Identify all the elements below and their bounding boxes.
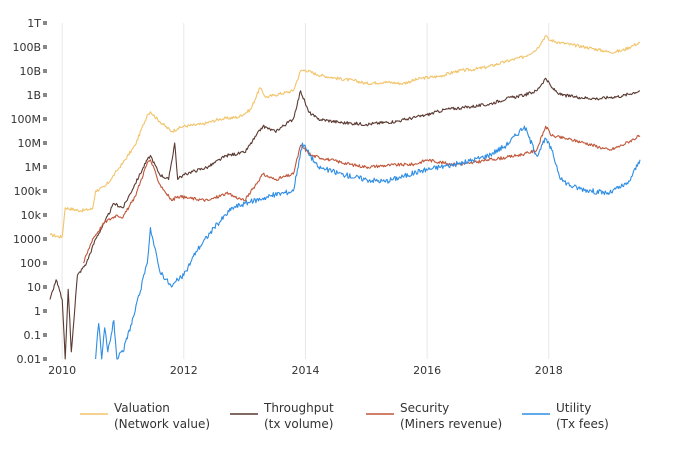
y-tick-mark-10k (43, 213, 47, 217)
y-tick-label-10: 10 (27, 281, 41, 294)
x-tick-label-2018: 2018 (535, 364, 563, 377)
y-tick-label-100k: 100k (14, 185, 42, 198)
y-tick-mark-100B (43, 45, 47, 49)
y-tick-label-1000: 1000 (13, 233, 41, 246)
y-tick-label-0.01: 0.01 (17, 353, 42, 366)
y-tick-mark-1000 (43, 237, 47, 241)
y-tick-label-10M: 10M (18, 137, 42, 150)
y-tick-mark-1B (43, 93, 47, 97)
y-tick-mark-1 (43, 309, 47, 313)
y-tick-label-0.1: 0.1 (24, 329, 42, 342)
y-tick-label-1: 1 (34, 305, 41, 318)
legend-label-valuation: Valuation (114, 401, 170, 415)
y-tick-mark-100k (43, 189, 47, 193)
series-line-security (83, 125, 641, 264)
y-tick-label-10k: 10k (21, 209, 42, 222)
y-tick-mark-0.1 (43, 333, 47, 337)
series-line-valuation (49, 34, 641, 239)
x-axis: 2010 2012 2014 2016 2018 (48, 364, 563, 377)
series-line-throughput (49, 77, 641, 360)
y-tick-mark-100M (43, 117, 47, 121)
y-tick-label-1M: 1M (25, 161, 42, 174)
y-tick-mark-0.01 (43, 357, 47, 361)
x-tick-label-2010: 2010 (48, 364, 76, 377)
y-tick-label-1B: 1B (26, 89, 41, 102)
y-tick-label-10B: 10B (19, 65, 41, 78)
x-tick-label-2012: 2012 (170, 364, 198, 377)
y-tick-mark-1M (43, 165, 47, 169)
legend-sublabel-utility: (Tx fees) (556, 417, 609, 431)
legend: Valuation (Network value) Throughput (tx vo… (80, 401, 609, 431)
legend-sublabel-throughput: (tx volume) (264, 417, 333, 431)
x-tick-label-2016: 2016 (413, 364, 441, 377)
legend-sublabel-valuation: (Network value) (114, 417, 210, 431)
legend-label-throughput: Throughput (263, 401, 334, 415)
legend-label-security: Security (400, 401, 449, 415)
y-tick-label-100: 100 (20, 257, 41, 270)
series-lines (49, 34, 641, 360)
y-tick-mark-10B (43, 69, 47, 73)
legend-sublabel-security: (Miners revenue) (400, 417, 502, 431)
legend-label-utility: Utility (556, 401, 591, 415)
y-tick-label-100B: 100B (12, 41, 41, 54)
series-line-utility (95, 125, 641, 360)
y-tick-label-1T: 1T (27, 17, 41, 30)
y-axis: 0.01 0.1 1 10 100 1000 10k 100k 1M 10M 100M 1B 10B 10… (11, 17, 47, 366)
y-tick-label-100M: 100M (11, 113, 42, 126)
y-tick-mark-1T (43, 21, 47, 25)
y-tick-mark-100 (43, 261, 47, 265)
y-tick-mark-10 (43, 285, 47, 289)
x-tick-label-2014: 2014 (291, 364, 319, 377)
y-tick-mark-10M (43, 141, 47, 145)
